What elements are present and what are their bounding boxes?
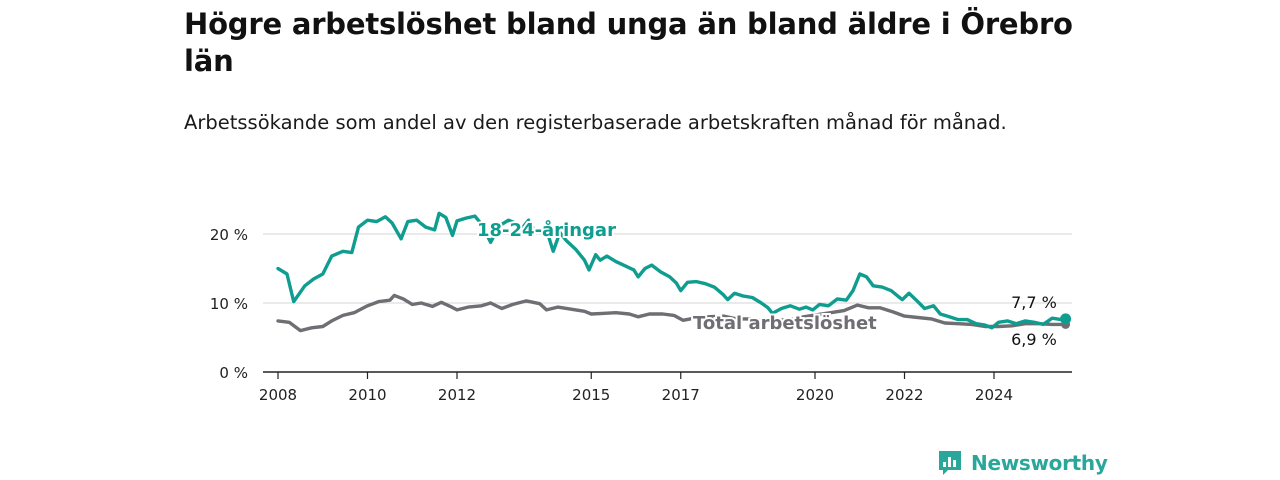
series-line-total bbox=[276, 293, 1068, 333]
y-tick-label: 10 % bbox=[210, 295, 248, 313]
end-point-youth bbox=[1060, 313, 1072, 325]
x-tick-label: 2010 bbox=[348, 386, 386, 404]
x-tick-label: 2024 bbox=[975, 386, 1013, 404]
x-tick-label: 2017 bbox=[662, 386, 700, 404]
y-tick-label: 0 % bbox=[219, 364, 248, 382]
bar-chart-logo-icon bbox=[939, 451, 961, 475]
end-label-youth: 7,7 % bbox=[1011, 293, 1057, 312]
brand-logo: Newsworthy bbox=[937, 448, 1108, 478]
x-tick-label: 2015 bbox=[572, 386, 610, 404]
series-label-youth: 18-24-åringar bbox=[477, 219, 616, 241]
chart-subtitle: Arbetssökande som andel av den registerb… bbox=[184, 111, 1007, 134]
x-tick-label: 2012 bbox=[438, 386, 476, 404]
x-tick-label: 2020 bbox=[796, 386, 834, 404]
x-tick-label: 2022 bbox=[885, 386, 923, 404]
end-label-total: 6,9 % bbox=[1011, 330, 1057, 349]
series-line-youth bbox=[276, 211, 1068, 330]
series-label-total: Total arbetslöshet bbox=[693, 313, 877, 334]
chart-title: Högre arbetslöshet bland unga än bland ä… bbox=[184, 7, 1073, 78]
brand-name: Newsworthy bbox=[971, 451, 1108, 475]
y-tick-label: 20 % bbox=[210, 226, 248, 244]
x-tick-label: 2008 bbox=[259, 386, 297, 404]
